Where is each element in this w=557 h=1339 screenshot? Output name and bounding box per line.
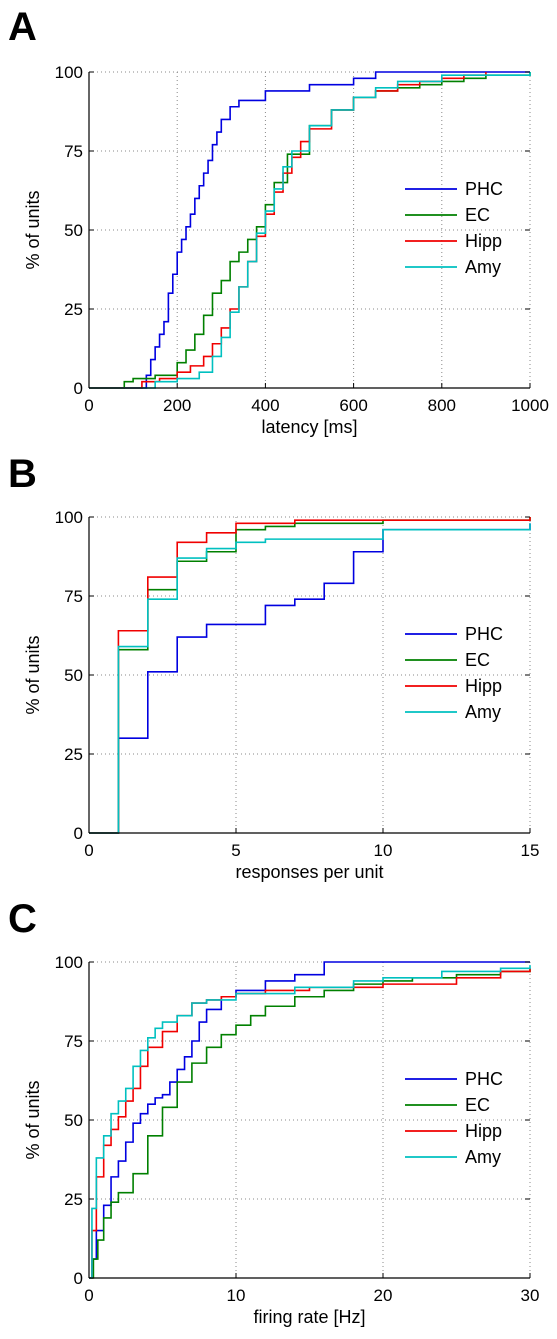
x-tick-label: 0	[84, 396, 93, 415]
y-tick-label: 100	[55, 508, 83, 527]
x-tick-label: 600	[339, 396, 367, 415]
y-axis-label: % of units	[23, 635, 43, 714]
x-tick-label: 400	[251, 396, 279, 415]
panel-b: B 0 25 50 75 100 0 5 10 15 responses per unit % of …	[8, 452, 539, 882]
legend-label-amy: Amy	[465, 1147, 501, 1167]
panel-c: C 0 25 50 75 100 0 10 20 30 firing rate [Hz] % of u…	[8, 897, 539, 1327]
y-axis-label: % of units	[23, 1080, 43, 1159]
panel-letter: B	[8, 452, 37, 496]
y-tick-label: 75	[64, 587, 83, 606]
y-tick-label: 0	[74, 1269, 83, 1288]
x-tick-label: 20	[374, 1286, 393, 1305]
y-tick-label: 25	[64, 1190, 83, 1209]
y-tick-label: 100	[55, 63, 83, 82]
y-tick-label: 0	[74, 824, 83, 843]
series-line-hipp	[89, 968, 531, 1279]
y-tick-label: 25	[64, 745, 83, 764]
y-tick-label: 50	[64, 1111, 83, 1130]
y-tick-label: 75	[64, 142, 83, 161]
x-axis-label: latency [ms]	[261, 417, 357, 437]
legend-label-hipp: Hipp	[465, 231, 502, 251]
legend-label-ec: EC	[465, 1095, 490, 1115]
x-tick-label: 10	[227, 1286, 246, 1305]
series-line-amy	[89, 72, 531, 389]
legend-label-phc: PHC	[465, 1069, 503, 1089]
y-tick-label: 75	[64, 1032, 83, 1051]
legend-label-amy: Amy	[465, 257, 501, 277]
series-line-ec	[89, 968, 531, 1279]
y-tick-label: 50	[64, 666, 83, 685]
y-tick-label: 0	[74, 379, 83, 398]
y-axis-label: % of units	[23, 190, 43, 269]
x-tick-label: 10	[374, 841, 393, 860]
x-tick-label: 0	[84, 841, 93, 860]
x-tick-label: 30	[521, 1286, 540, 1305]
legend-label-ec: EC	[465, 650, 490, 670]
x-tick-label: 200	[163, 396, 191, 415]
panel-letter: C	[8, 897, 37, 941]
series-line-phc	[89, 523, 531, 834]
legend-label-hipp: Hipp	[465, 676, 502, 696]
x-axis-label: firing rate [Hz]	[253, 1307, 365, 1327]
series-line-amy	[89, 523, 531, 834]
y-tick-label: 25	[64, 300, 83, 319]
legend-label-ec: EC	[465, 205, 490, 225]
legend-label-amy: Amy	[465, 702, 501, 722]
x-tick-label: 1000	[511, 396, 549, 415]
x-tick-label: 15	[521, 841, 540, 860]
legend-label-phc: PHC	[465, 179, 503, 199]
x-tick-label: 5	[231, 841, 240, 860]
y-tick-label: 50	[64, 221, 83, 240]
series-line-phc	[89, 961, 530, 1279]
x-tick-label: 800	[428, 396, 456, 415]
legend-label-hipp: Hipp	[465, 1121, 502, 1141]
series-line-amy	[89, 965, 531, 1279]
panel-letter: A	[8, 5, 37, 49]
x-tick-label: 0	[84, 1286, 93, 1305]
legend-label-phc: PHC	[465, 624, 503, 644]
y-tick-label: 100	[55, 953, 83, 972]
series-line-phc	[89, 71, 530, 389]
x-axis-label: responses per unit	[235, 862, 383, 882]
series-line-hipp	[89, 72, 487, 389]
